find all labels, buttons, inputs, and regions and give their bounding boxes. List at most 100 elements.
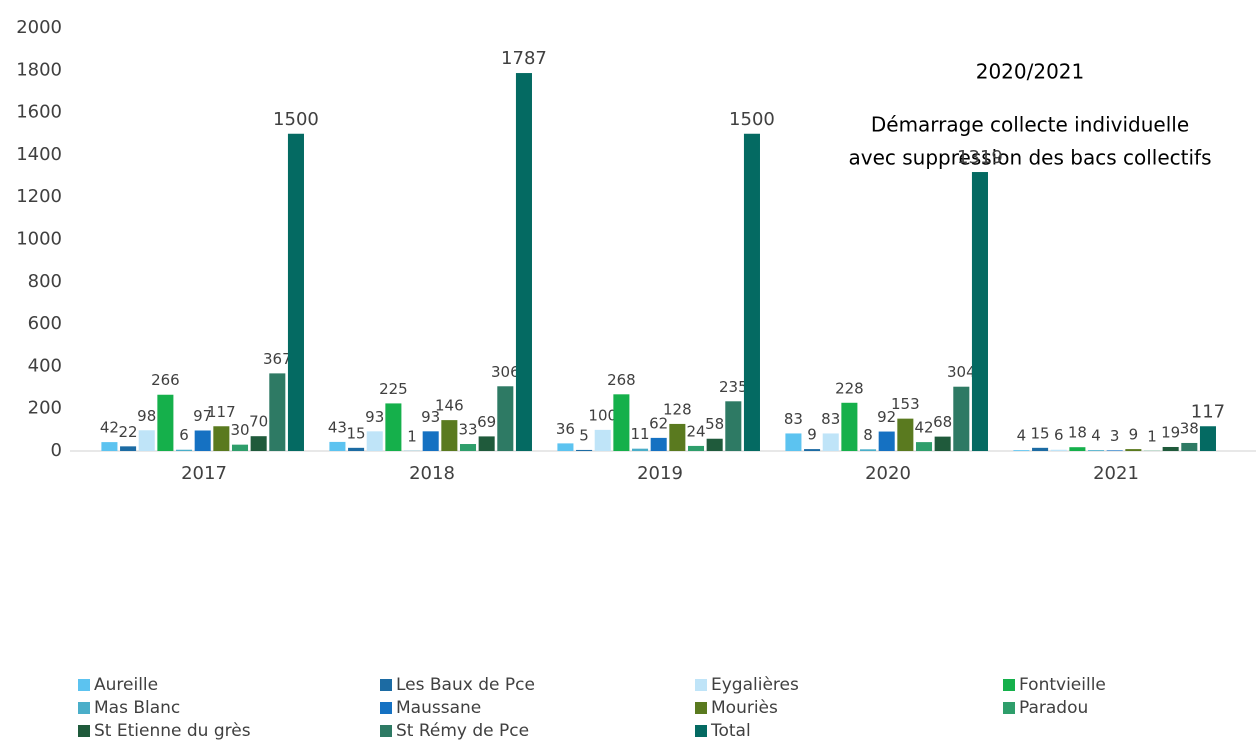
bar: [232, 445, 248, 451]
bar: [576, 450, 592, 451]
data-label: 43: [328, 418, 347, 436]
legend-label: Paradou: [1019, 698, 1088, 718]
data-label: 4: [1091, 427, 1101, 445]
data-label: 235: [719, 378, 748, 396]
bar: [497, 386, 513, 451]
data-label: 1787: [501, 48, 547, 69]
bar: [935, 437, 951, 451]
bar: [725, 401, 741, 451]
legend-label: Eygalières: [711, 675, 799, 695]
data-label: 1: [407, 427, 417, 445]
data-label: 367: [263, 350, 292, 368]
data-label: 19: [1161, 423, 1180, 441]
bar: [441, 420, 457, 451]
bar: [613, 394, 629, 451]
y-tick-label: 1000: [16, 229, 62, 250]
data-label: 22: [119, 423, 138, 441]
bar: [823, 433, 839, 451]
bar: [557, 443, 573, 451]
legend-swatch: [380, 679, 392, 691]
legend-label: Les Baux de Pce: [396, 675, 535, 695]
bar: [367, 431, 383, 451]
data-label: 93: [365, 408, 384, 426]
data-label: 153: [891, 395, 920, 413]
data-label: 70: [249, 413, 268, 431]
bar: [669, 424, 685, 451]
data-label: 18: [1068, 424, 1087, 442]
legend-label: Total: [710, 721, 751, 741]
bar: [385, 403, 401, 451]
y-tick-label: 600: [28, 313, 62, 334]
legend-swatch: [695, 725, 707, 737]
data-label: 146: [435, 397, 464, 415]
bar: [1107, 450, 1123, 451]
data-label: 268: [607, 371, 636, 389]
data-label: 83: [821, 410, 840, 428]
legend-label: St Etienne du grès: [94, 721, 251, 741]
data-label: 304: [947, 363, 976, 381]
y-tick-label: 1800: [16, 59, 62, 80]
bar: [1051, 450, 1067, 451]
bar: [1069, 447, 1085, 451]
y-tick-label: 1200: [16, 186, 62, 207]
bar: [916, 442, 932, 451]
data-label: 98: [137, 407, 156, 425]
data-label: 42: [914, 419, 933, 437]
data-label: 33: [458, 421, 477, 439]
bar: [460, 444, 476, 451]
legend-swatch: [78, 725, 90, 737]
legend-label: Fontvieille: [1019, 675, 1106, 695]
bar: [972, 172, 988, 451]
data-label: 36: [556, 420, 575, 438]
data-label: 1500: [729, 109, 775, 130]
data-label: 3: [1110, 427, 1120, 445]
legend-swatch: [695, 702, 707, 714]
bar: [101, 442, 117, 451]
data-label: 24: [686, 422, 705, 440]
annotation: avec suppression des bacs collectifs: [849, 146, 1212, 170]
data-label: 30: [230, 421, 249, 439]
data-label: 100: [588, 406, 617, 424]
data-label: 9: [1129, 426, 1139, 444]
legend-swatch: [380, 725, 392, 737]
bar: [195, 430, 211, 451]
data-label: 42: [100, 419, 119, 437]
legend-swatch: [78, 679, 90, 691]
bar: [651, 438, 667, 451]
data-label: 228: [835, 379, 864, 397]
bar: [1125, 449, 1141, 451]
bar: [251, 436, 267, 451]
data-label: 69: [477, 413, 496, 431]
bar: [1181, 443, 1197, 451]
legend-swatch: [78, 702, 90, 714]
data-label: 1: [1147, 427, 1157, 445]
legend-label: Mas Blanc: [94, 698, 180, 718]
bar: [139, 430, 155, 451]
bar: [176, 450, 192, 451]
data-label: 6: [1054, 426, 1064, 444]
y-tick-label: 800: [28, 271, 62, 292]
x-tick-label: 2018: [409, 463, 455, 484]
data-label: 68: [933, 413, 952, 431]
legend-label: Aureille: [94, 675, 158, 695]
y-tick-label: 0: [51, 440, 62, 461]
legend-swatch: [380, 702, 392, 714]
bar: [841, 403, 857, 451]
bar: [785, 433, 801, 451]
bar: [897, 419, 913, 451]
bar: [688, 446, 704, 451]
x-tick-label: 2021: [1093, 463, 1139, 484]
data-label: 6: [179, 426, 189, 444]
x-tick-label: 2019: [637, 463, 683, 484]
bar: [1013, 450, 1029, 451]
legend-swatch: [695, 679, 707, 691]
bar: [479, 436, 495, 451]
bar: [1088, 450, 1104, 451]
data-label: 1319: [957, 147, 1003, 168]
data-label: 11: [630, 425, 649, 443]
y-tick-label: 1400: [16, 144, 62, 165]
data-label: 306: [491, 363, 520, 381]
bar: [423, 431, 439, 451]
data-label: 225: [379, 380, 408, 398]
